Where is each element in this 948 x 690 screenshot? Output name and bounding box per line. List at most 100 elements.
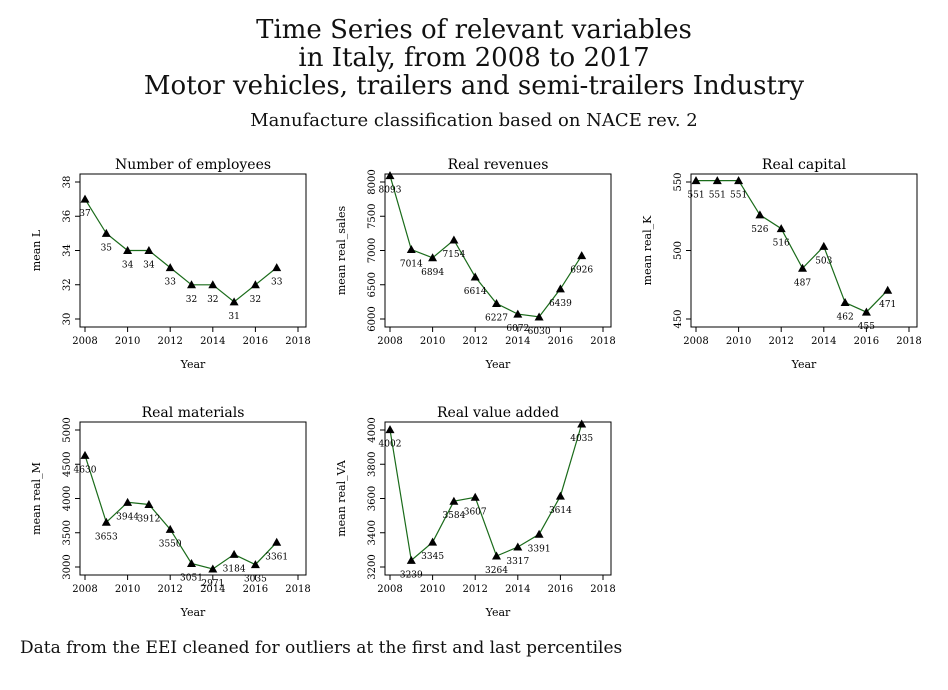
plot-frame bbox=[384, 421, 612, 576]
data-point-marker bbox=[187, 280, 196, 289]
y-tick-label: 500 bbox=[673, 241, 684, 260]
panel-title: Number of employees bbox=[115, 157, 271, 173]
data-point-marker bbox=[208, 564, 218, 573]
x-axis-label: Year bbox=[485, 358, 511, 371]
data-point-marker bbox=[470, 272, 480, 281]
data-point-marker bbox=[165, 263, 175, 272]
data-label: 34 bbox=[122, 261, 134, 271]
data-point-marker bbox=[406, 555, 416, 564]
y-axis-label: mean L bbox=[30, 229, 43, 271]
data-point-marker bbox=[250, 280, 260, 289]
data-label: 471 bbox=[879, 300, 896, 310]
data-label: 6030 bbox=[528, 327, 551, 337]
data-label: 8093 bbox=[379, 186, 402, 196]
y-tick-label: 30 bbox=[62, 313, 73, 326]
data-label: 462 bbox=[837, 313, 854, 323]
data-point-marker bbox=[513, 542, 523, 551]
data-label: 3051 bbox=[180, 574, 203, 584]
data-point-marker bbox=[165, 524, 175, 533]
data-point-marker bbox=[406, 245, 416, 254]
data-point-marker bbox=[101, 517, 111, 526]
data-point-marker bbox=[861, 307, 871, 316]
x-tick-label: 2018 bbox=[590, 336, 615, 347]
data-point-marker bbox=[272, 537, 282, 546]
data-label: 3361 bbox=[265, 552, 288, 562]
data-label: 3035 bbox=[244, 575, 267, 585]
x-tick-label: 2014 bbox=[811, 336, 836, 347]
x-tick-label: 2012 bbox=[157, 336, 182, 347]
data-label: 551 bbox=[730, 191, 747, 201]
x-tick-label: 2010 bbox=[726, 336, 751, 347]
data-label: 6894 bbox=[421, 268, 444, 278]
data-label: 551 bbox=[687, 191, 704, 201]
data-point-marker bbox=[555, 284, 565, 293]
y-tick-label: 450 bbox=[673, 309, 684, 328]
data-label: 3653 bbox=[95, 532, 118, 542]
x-tick-label: 2012 bbox=[768, 336, 793, 347]
data-point-marker bbox=[101, 228, 111, 237]
chart-title-line-1: Time Series of relevant variables bbox=[256, 15, 692, 45]
data-point-marker bbox=[449, 235, 459, 244]
y-tick-label: 3400 bbox=[367, 520, 378, 545]
panel-title: Real materials bbox=[142, 405, 245, 421]
x-tick-label: 2016 bbox=[548, 584, 573, 595]
data-label: 455 bbox=[858, 322, 875, 332]
chart-title-line-3: Motor vehicles, trailers and semi-traile… bbox=[143, 71, 805, 101]
x-axis-label: Year bbox=[485, 606, 511, 619]
data-point-marker bbox=[229, 297, 239, 306]
data-label: 3944 bbox=[116, 512, 139, 522]
x-tick-label: 2016 bbox=[854, 336, 879, 347]
panel-2: Real revenues 2008 2010 2012 2014 2016 2018 600… bbox=[335, 157, 616, 371]
x-tick-label: 2008 bbox=[377, 584, 402, 595]
panel-1: Number of employees 2008 2010 2012 2014 2016 2… bbox=[30, 157, 311, 371]
data-label: 34 bbox=[143, 261, 155, 271]
panel-title: Real capital bbox=[762, 157, 847, 173]
data-point-marker bbox=[492, 298, 501, 307]
data-label: 526 bbox=[751, 225, 768, 235]
series-line bbox=[84, 198, 278, 303]
x-tick-label: 2018 bbox=[285, 336, 310, 347]
data-label: 33 bbox=[164, 278, 176, 288]
data-point-marker bbox=[577, 251, 587, 260]
data-point-marker bbox=[513, 309, 523, 318]
data-label: 33 bbox=[271, 278, 283, 288]
x-axis-label: Year bbox=[180, 606, 206, 619]
data-label: 551 bbox=[709, 191, 726, 201]
data-point-marker bbox=[428, 253, 438, 262]
panel-4: Real materials 2008 2010 2012 2014 2016 2018 30… bbox=[30, 405, 311, 619]
data-point-marker bbox=[80, 450, 90, 459]
panel-3: Real capital 2008 2010 2012 2014 2016 2018 450 5… bbox=[641, 157, 922, 371]
series-line bbox=[389, 423, 583, 562]
data-label: 4630 bbox=[74, 465, 97, 475]
x-tick-label: 2010 bbox=[420, 336, 445, 347]
y-tick-label: 7500 bbox=[367, 204, 378, 229]
chart-subtitle: Manufacture classification based on NACE… bbox=[250, 110, 698, 131]
data-label: 6926 bbox=[570, 266, 593, 276]
x-tick-label: 2008 bbox=[377, 336, 402, 347]
data-point-marker bbox=[534, 529, 544, 538]
data-point-marker bbox=[229, 549, 239, 558]
x-tick-label: 2016 bbox=[243, 336, 268, 347]
x-tick-label: 2018 bbox=[285, 584, 310, 595]
y-tick-label: 3500 bbox=[62, 520, 73, 545]
y-axis-label: mean real_VA bbox=[335, 459, 348, 537]
data-label: 487 bbox=[794, 278, 811, 288]
data-point-marker bbox=[144, 246, 154, 254]
y-tick-label: 6500 bbox=[367, 272, 378, 297]
series-line bbox=[696, 180, 889, 313]
y-tick-label: 3200 bbox=[367, 554, 378, 579]
data-label: 6614 bbox=[464, 287, 487, 297]
data-label: 4002 bbox=[379, 440, 402, 450]
data-label: 7154 bbox=[442, 250, 465, 260]
data-point-marker bbox=[123, 246, 133, 254]
data-point-marker bbox=[555, 491, 565, 500]
data-point-marker bbox=[712, 176, 722, 185]
data-point-marker bbox=[123, 497, 133, 506]
x-tick-label: 2014 bbox=[505, 336, 530, 347]
data-point-marker bbox=[819, 241, 829, 250]
data-point-marker bbox=[755, 210, 765, 219]
x-tick-label: 2016 bbox=[548, 336, 573, 347]
data-label: 2971 bbox=[201, 579, 224, 589]
footer-note: Data from the EEI cleaned for outliers a… bbox=[20, 638, 623, 658]
data-label: 6227 bbox=[485, 313, 508, 323]
